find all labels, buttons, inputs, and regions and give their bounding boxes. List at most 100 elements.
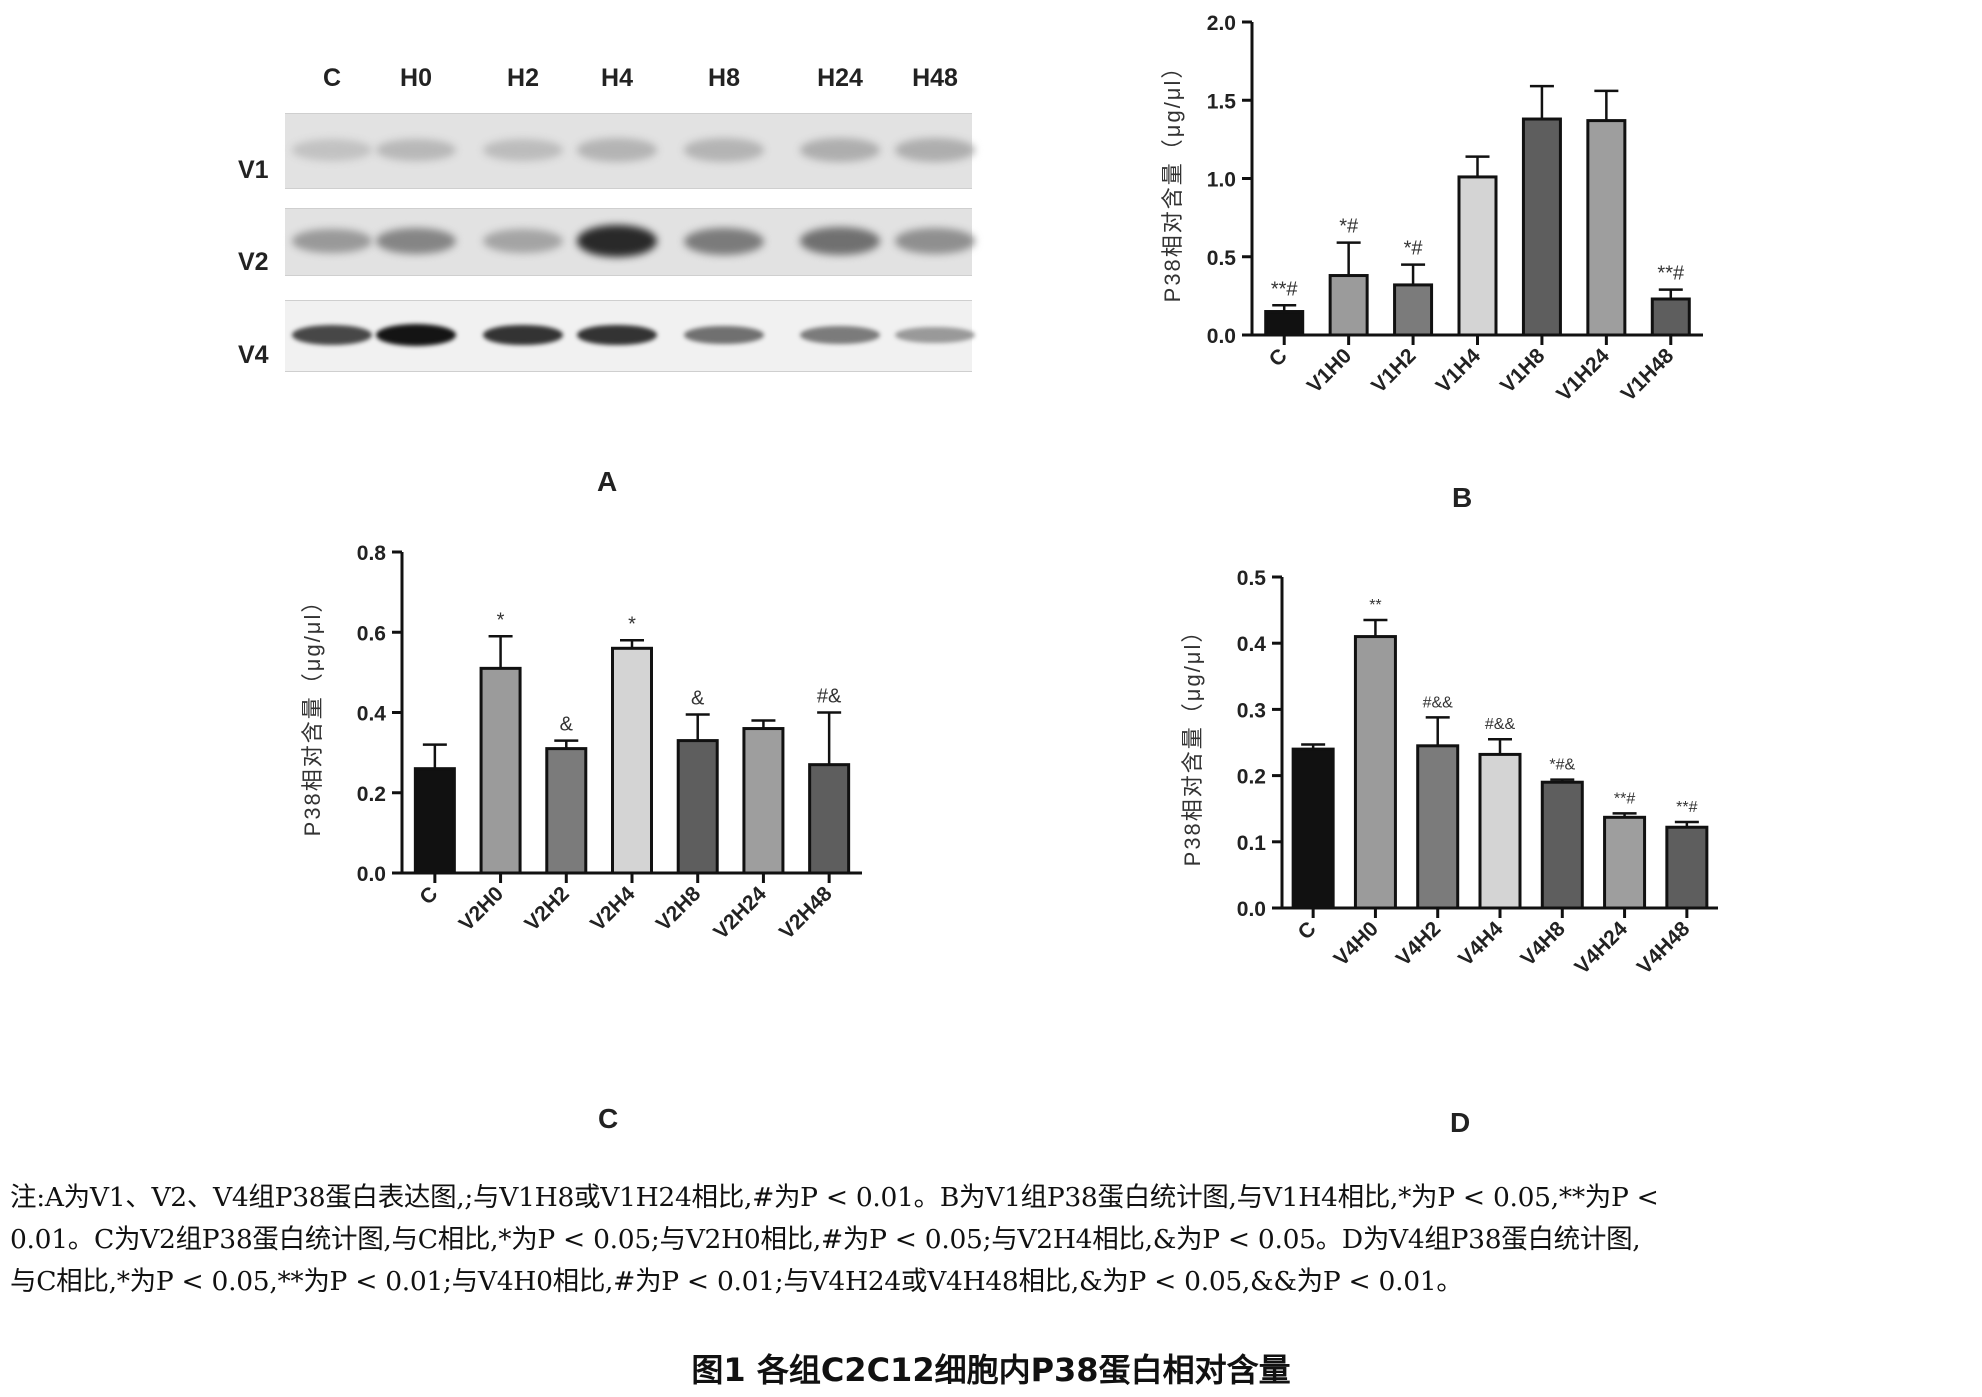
bar xyxy=(1540,780,1584,910)
x-tick-label: V4H8 xyxy=(1516,917,1570,971)
blot-band xyxy=(684,325,764,345)
y-tick-label: 0.1 xyxy=(1237,832,1267,855)
y-axis-label: P38相对含量（μg/μl） xyxy=(1180,619,1205,867)
blot-band xyxy=(684,227,764,255)
y-axis-label: P38相对含量（μg/μl） xyxy=(300,589,325,837)
blot-band xyxy=(684,138,764,162)
x-tick-label: V1H48 xyxy=(1617,344,1679,406)
significance-label: *# xyxy=(1404,238,1424,260)
bar xyxy=(1291,747,1335,910)
bar xyxy=(611,646,653,875)
y-axis-label: P38相对含量（μg/μl） xyxy=(1160,55,1185,303)
y-tick-label: 0.4 xyxy=(357,703,387,726)
blot-lane-label: C xyxy=(322,64,342,92)
x-tick-label: V2H2 xyxy=(520,882,573,935)
significance-label: ** xyxy=(1369,597,1381,614)
chart-b: 0.0 0.5 1.0 1.5 2.0 P38相对含量（μg/μl） C **# V1H0 *# V… xyxy=(1160,12,1703,406)
blot-band xyxy=(292,228,372,254)
x-tick-label: C xyxy=(415,882,442,909)
bar xyxy=(1353,635,1397,910)
blot-band xyxy=(483,324,563,346)
panel-b-letter: B xyxy=(1452,482,1473,513)
blot-band xyxy=(577,324,657,346)
x-tick-label: V4H48 xyxy=(1633,917,1695,979)
blot-band xyxy=(292,138,372,162)
blot-band xyxy=(800,138,880,162)
y-tick-label: 1.5 xyxy=(1207,90,1237,113)
y-tick-label: 2.0 xyxy=(1207,12,1236,35)
y-tick-label: 0.0 xyxy=(357,863,386,886)
bar xyxy=(1665,825,1709,910)
y-tick-label: 1.0 xyxy=(1207,169,1236,192)
blot-lane-label: H24 xyxy=(817,64,863,92)
bar xyxy=(479,666,522,875)
blot-band xyxy=(577,224,657,258)
note-line: 与C相比,*为P < 0.05,**为P < 0.01;与V4H0相比,#为P … xyxy=(10,1266,1463,1297)
blot-band xyxy=(577,138,657,162)
blot-lane-label: H2 xyxy=(507,64,539,92)
blot-band xyxy=(895,138,975,162)
bar xyxy=(808,763,851,875)
y-tick-label: 0.0 xyxy=(1237,898,1266,921)
chart-d: 0.0 0.1 0.2 0.3 0.4 0.5 P38相对含量（μg/μl） C V4H0 ** V… xyxy=(1180,567,1718,979)
blot-band xyxy=(895,228,975,254)
figure-caption: 图1 各组C2C12细胞内P38蛋白相对含量 xyxy=(691,1351,1291,1389)
x-tick-label: V2H4 xyxy=(586,882,640,936)
x-tick-label: V1H0 xyxy=(1303,344,1356,397)
x-tick-label: C xyxy=(1265,344,1292,371)
blot-band xyxy=(376,138,456,162)
y-tick-label: 0.6 xyxy=(357,622,386,645)
x-tick-label: V2H8 xyxy=(652,882,706,936)
y-tick-label: 0.4 xyxy=(1237,633,1267,656)
blot-lane-label: H8 xyxy=(708,64,740,92)
bar xyxy=(1393,283,1434,337)
y-tick-label: 0.0 xyxy=(1207,325,1236,348)
significance-label: #&& xyxy=(1423,694,1454,711)
blot-band xyxy=(895,326,975,344)
blot-lane-label: H4 xyxy=(601,64,633,92)
note-line: 注:A为V1、V2、V4组P38蛋白表达图,;与V1H8或V1H24相比,#为P… xyxy=(10,1182,1659,1213)
x-tick-label: V4H2 xyxy=(1392,917,1445,970)
x-tick-label: V2H48 xyxy=(775,882,837,944)
blot-band xyxy=(483,138,563,162)
x-tick-label: V4H0 xyxy=(1330,917,1383,970)
bar xyxy=(742,727,785,875)
bar xyxy=(676,739,719,875)
panel-d-letter: D xyxy=(1450,1107,1471,1138)
significance-label: #&& xyxy=(1485,716,1516,733)
blot-band xyxy=(483,228,563,254)
x-tick-label: V4H4 xyxy=(1454,917,1508,971)
significance-label: **# xyxy=(1657,263,1685,285)
significance-label: *# xyxy=(1339,216,1359,238)
x-tick-label: V4H24 xyxy=(1570,917,1632,979)
blot-band xyxy=(376,324,456,346)
x-tick-label: V1H2 xyxy=(1367,344,1420,397)
significance-label: #& xyxy=(817,686,842,708)
x-tick-label: V1H4 xyxy=(1432,344,1486,398)
blot-band xyxy=(376,227,456,255)
blot-row-label: V4 xyxy=(238,341,269,369)
significance-label: * xyxy=(497,609,505,631)
bar xyxy=(1416,744,1460,910)
significance-label: & xyxy=(560,714,574,736)
x-tick-label: V1H24 xyxy=(1552,344,1614,406)
y-tick-label: 0.8 xyxy=(357,542,387,565)
bar xyxy=(1457,175,1498,337)
significance-label: & xyxy=(691,688,705,710)
bar xyxy=(1603,815,1647,910)
x-tick-label: V1H8 xyxy=(1496,344,1550,398)
blot-row-label: V1 xyxy=(238,156,269,184)
panel-a-letter: A xyxy=(597,466,618,497)
bar xyxy=(1650,297,1691,337)
x-tick-label: V2H0 xyxy=(455,882,508,935)
y-tick-label: 0.3 xyxy=(1237,699,1266,722)
y-tick-label: 0.5 xyxy=(1237,567,1267,590)
bar xyxy=(1264,310,1305,337)
bar xyxy=(1586,119,1627,337)
chart-c: 0.0 0.2 0.4 0.6 0.8 P38相对含量（μg/μl） C V2H0 * V2H2 &… xyxy=(300,542,862,944)
blot-lane-label: H0 xyxy=(400,64,432,92)
y-tick-label: 0.2 xyxy=(1237,766,1266,789)
significance-label: **# xyxy=(1271,278,1299,300)
significance-label: **# xyxy=(1676,799,1697,816)
significance-label: * xyxy=(628,613,636,635)
